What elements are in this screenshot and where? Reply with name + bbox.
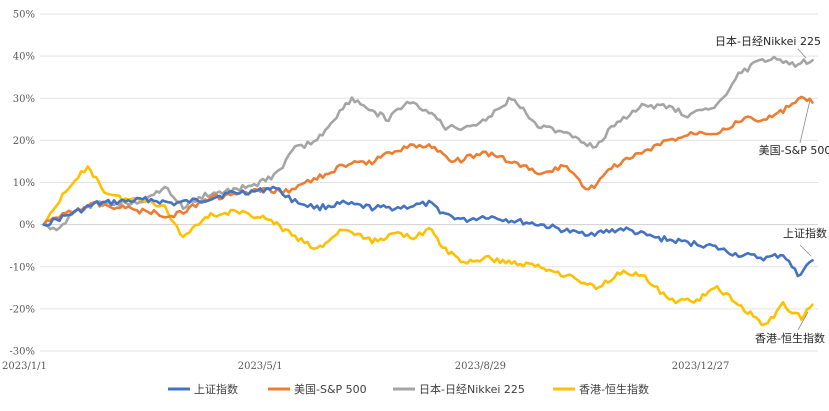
series-line-nikkei-225 (42, 55, 814, 232)
legend-label-series: 上证指数 (194, 382, 238, 396)
y-tick-label: -30% (9, 347, 35, 358)
y-axis-ticks: -30% -20% -10% 0% 10% 20% 30% 40% 50% (9, 10, 35, 358)
gridlines (40, 13, 818, 352)
annotation-leader-nikkei-225 (797, 48, 807, 59)
series-line-series (42, 185, 814, 278)
series-line-s-p-500 (42, 95, 814, 226)
legend-label-nikkei-225: 日本-日经Nikkei 225 (419, 382, 525, 396)
y-tick-label: 40% (13, 52, 35, 63)
annotation-label-s-p-500: 美国-S&P 500 (759, 144, 829, 157)
annotation-leader-series (797, 311, 809, 331)
y-tick-label: -20% (9, 304, 35, 315)
y-tick-label: 20% (13, 136, 35, 147)
y-tick-label: 50% (13, 10, 35, 21)
legend: 上证指数 美国-S&P 500 日本-日经Nikkei 225 香港-恒生指数 (168, 382, 649, 396)
annotation-leader-series (799, 244, 812, 257)
series-annotations: 上证指数 美国-S&P 500 日本-日经Nikkei 225 香港-恒生指数 (715, 34, 829, 345)
y-tick-label: -10% (9, 262, 35, 273)
y-tick-label: 0% (19, 220, 35, 231)
x-tick-label: 2023/12/27 (672, 361, 730, 372)
annotation-label-series: 香港-恒生指数 (755, 331, 825, 345)
annotation-leader-s-p-500 (799, 99, 811, 144)
x-tick-label: 2023/5/1 (238, 361, 283, 372)
x-tick-label: 2023/1/1 (2, 361, 47, 372)
x-axis-ticks: 2023/1/1 2023/5/1 2023/8/29 2023/12/27 (2, 361, 729, 372)
series-lines (42, 55, 814, 327)
annotation-label-nikkei-225: 日本-日经Nikkei 225 (715, 34, 821, 48)
y-tick-label: 10% (13, 178, 35, 189)
x-tick-label: 2023/8/29 (455, 361, 506, 372)
series-line-series (42, 165, 814, 327)
annotation-label-series: 上证指数 (783, 226, 827, 240)
legend-label-s-p-500: 美国-S&P 500 (294, 383, 367, 396)
y-tick-label: 30% (13, 94, 35, 105)
legend-label-series: 香港-恒生指数 (579, 382, 649, 396)
